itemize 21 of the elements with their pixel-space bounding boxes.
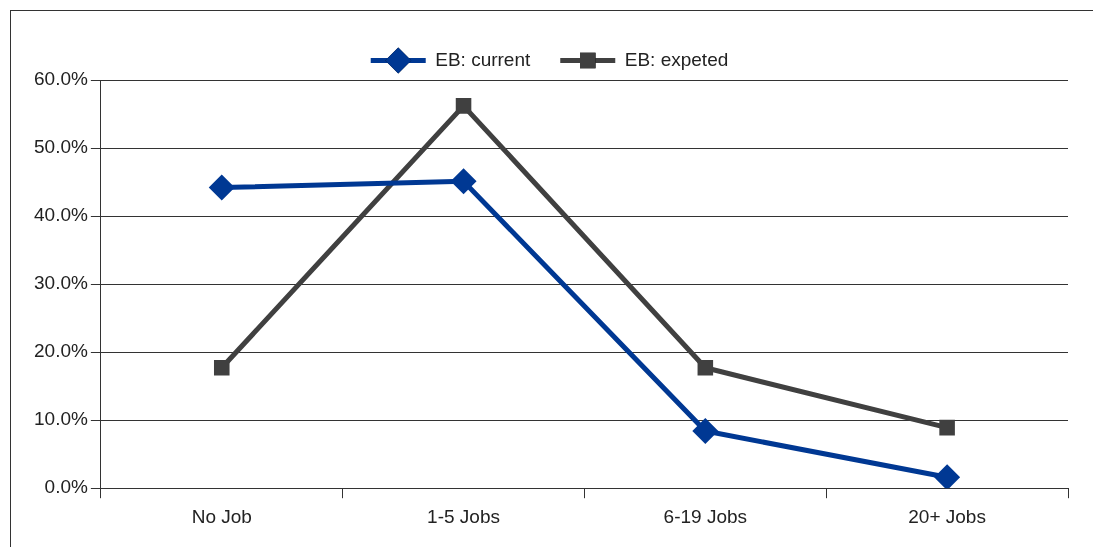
y-tick-label: 60.0% <box>34 68 88 90</box>
x-tick-label: 1-5 Jobs <box>427 505 500 527</box>
point <box>213 360 230 376</box>
point <box>692 418 719 445</box>
x-tick-label: 6-19 Jobs <box>663 505 748 527</box>
y-tick-label: 50.0% <box>34 136 88 158</box>
point <box>450 168 477 195</box>
y-tick-label: 40.0% <box>34 204 88 226</box>
x-tick-label: 20+ Jobs <box>908 505 986 527</box>
point <box>208 174 235 201</box>
point <box>934 464 961 489</box>
y-tick-label: 20.0% <box>34 340 88 362</box>
y-tick-label: 30.0% <box>34 272 88 294</box>
point <box>697 360 714 376</box>
legend-label: EB: expeted <box>624 48 729 70</box>
point <box>455 98 472 114</box>
point <box>939 419 955 436</box>
y-tick-label: 10.0% <box>34 408 88 430</box>
y-tick-label: 0.0% <box>44 476 88 498</box>
legend-label: EB: current <box>435 48 531 70</box>
x-tick-label: No Job <box>191 505 252 527</box>
